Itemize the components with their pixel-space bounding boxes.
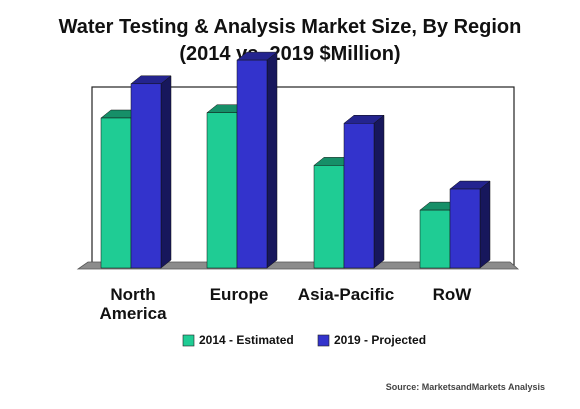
- legend-label-0: 2014 - Estimated: [199, 333, 294, 347]
- legend-swatch-0: [182, 334, 195, 347]
- bar-0-1: [206, 112, 238, 269]
- category-label-0: North America: [99, 285, 167, 323]
- bar-side-1-3: [479, 180, 491, 269]
- bar-1-3: [449, 188, 481, 269]
- chart-title-block: Water Testing & Analysis Market Size, By…: [0, 14, 580, 68]
- category-label-line: North: [110, 285, 155, 304]
- legend-swatch-1: [317, 334, 330, 347]
- bar-0-3: [419, 209, 451, 269]
- category-label-line: Europe: [210, 285, 269, 304]
- chart-title: Water Testing & Analysis Market Size, By…: [58, 16, 522, 38]
- bar-side-1-2: [373, 114, 385, 269]
- bar-0-0: [100, 117, 132, 269]
- bar-1-2: [343, 123, 375, 269]
- category-label-1: Europe: [210, 285, 269, 304]
- chart-subtitle: (2014 vs. 2019 $Million): [179, 43, 401, 65]
- source-note: Source: MarketsandMarkets Analysis: [386, 382, 545, 392]
- category-label-line: Asia-Pacific: [298, 285, 394, 304]
- bar-side-1-1: [266, 51, 278, 269]
- bar-0-2: [313, 165, 345, 269]
- bar-1-0: [130, 83, 162, 269]
- category-label-3: RoW: [433, 285, 473, 304]
- category-label-2: Asia-Pacific: [298, 285, 394, 304]
- category-label-line: RoW: [433, 285, 473, 304]
- chart-floor: [76, 261, 520, 270]
- bar-side-1-0: [160, 75, 172, 269]
- legend-label-1: 2019 - Projected: [334, 333, 426, 347]
- category-label-line: America: [99, 304, 167, 323]
- bar-1-1: [236, 59, 268, 269]
